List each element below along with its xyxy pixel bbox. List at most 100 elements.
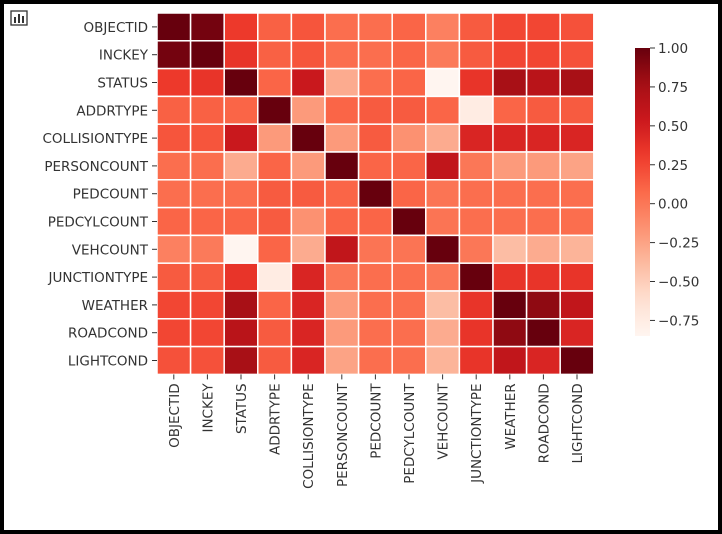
heatmap-cell — [257, 67, 293, 98]
heatmap-cell — [492, 95, 528, 125]
heatmap-cell — [357, 40, 393, 70]
y-tick-label: ROADCOND — [68, 326, 148, 342]
heatmap-cell — [391, 318, 427, 348]
heatmap-cell — [189, 206, 225, 237]
y-tick-label: WEATHER — [82, 298, 148, 314]
heatmap-cell — [559, 290, 595, 320]
heatmap-cell — [559, 179, 595, 209]
heatmap-cell — [257, 345, 293, 376]
heatmap-cell — [189, 290, 225, 320]
heatmap-cell — [559, 318, 595, 348]
heatmap-cell — [324, 318, 360, 348]
heatmap-cell — [458, 95, 494, 125]
heatmap-cell — [290, 123, 326, 153]
heatmap-cell — [189, 262, 225, 292]
y-tick-label: LIGHTCOND — [68, 354, 148, 370]
y-tick-label: JUNCTIONTYPE — [47, 270, 148, 286]
heatmap-cell — [525, 318, 561, 348]
heatmap-cell — [257, 95, 293, 125]
heatmap-cell — [492, 12, 528, 42]
heatmap-cell — [324, 123, 360, 153]
heatmap-cell — [290, 290, 326, 320]
heatmap-cell — [525, 206, 561, 237]
heatmap-cell — [425, 318, 461, 348]
heatmap-cell — [391, 234, 427, 264]
heatmap-cell — [357, 206, 393, 237]
heatmap-cell — [492, 234, 528, 264]
heatmap-cell — [458, 123, 494, 153]
colorbar-tick-label: −0.75 — [658, 313, 699, 329]
heatmap-cell — [391, 12, 427, 42]
colorbar-tick-label: −0.25 — [658, 236, 699, 252]
heatmap-cell — [492, 151, 528, 181]
heatmap-cells — [156, 12, 595, 376]
heatmap-cell — [156, 234, 192, 264]
heatmap-cell — [324, 40, 360, 70]
heatmap-cell — [223, 151, 259, 181]
heatmap-cell — [357, 262, 393, 292]
heatmap-cell — [425, 123, 461, 153]
heatmap-cell — [223, 95, 259, 125]
heatmap-cell — [458, 206, 494, 237]
heatmap-cell — [189, 179, 225, 209]
heatmap-cell — [559, 12, 595, 42]
heatmap-chart: OBJECTID INCKEY STATUS ADDRTYPE COLLISIONTYP… — [42, 12, 699, 489]
heatmap-cell — [223, 40, 259, 70]
heatmap-cell — [525, 95, 561, 125]
heatmap-cell — [559, 123, 595, 153]
heatmap-cell — [525, 262, 561, 292]
heatmap-cell — [357, 123, 393, 153]
heatmap-cell — [257, 123, 293, 153]
y-tick-label: INCKEY — [99, 48, 149, 64]
heatmap-cell — [525, 179, 561, 209]
heatmap-cell — [391, 67, 427, 98]
x-tick-label: STATUS — [234, 383, 250, 434]
heatmap-cell — [324, 290, 360, 320]
x-tick-label: PEDCYLCOUNT — [402, 383, 418, 484]
heatmap-cell — [257, 206, 293, 237]
heatmap-cell — [357, 290, 393, 320]
heatmap-cell — [290, 95, 326, 125]
heatmap-cell — [525, 290, 561, 320]
bar-chart-icon[interactable] — [10, 10, 28, 26]
heatmap-cell — [525, 12, 561, 42]
x-tick-label: ROADCOND — [536, 383, 552, 463]
heatmap-cell — [559, 40, 595, 70]
heatmap-cell — [391, 40, 427, 70]
heatmap-cell — [525, 40, 561, 70]
heatmap-cell — [391, 95, 427, 125]
y-tick-label: PEDCYLCOUNT — [48, 215, 149, 231]
heatmap-cell — [257, 179, 293, 209]
y-tick-label: STATUS — [97, 76, 148, 92]
heatmap-cell — [189, 234, 225, 264]
y-tick-label: PEDCOUNT — [73, 187, 149, 203]
heatmap-cell — [525, 67, 561, 98]
heatmap-cell — [290, 67, 326, 98]
heatmap-cell — [324, 179, 360, 209]
colorbar — [635, 48, 650, 336]
heatmap-cell — [257, 290, 293, 320]
heatmap-cell — [391, 206, 427, 237]
heatmap-cell — [559, 234, 595, 264]
heatmap-cell — [324, 12, 360, 42]
heatmap-cell — [525, 123, 561, 153]
heatmap-cell — [257, 262, 293, 292]
heatmap-cell — [324, 67, 360, 98]
colorbar-tick-label: 0.50 — [658, 119, 688, 135]
heatmap-cell — [290, 12, 326, 42]
heatmap-cell — [257, 12, 293, 42]
heatmap-cell — [458, 67, 494, 98]
heatmap-cell — [156, 290, 192, 320]
heatmap-cell — [458, 179, 494, 209]
heatmap-cell — [357, 95, 393, 125]
heatmap-cell — [425, 262, 461, 292]
heatmap-cell — [189, 67, 225, 98]
heatmap-cell — [357, 151, 393, 181]
heatmap-cell — [290, 206, 326, 237]
heatmap-cell — [559, 95, 595, 125]
heatmap-cell — [458, 234, 494, 264]
heatmap-cell — [425, 179, 461, 209]
x-tick-label: VEHCOUNT — [436, 383, 452, 460]
heatmap-cell — [458, 318, 494, 348]
heatmap-cell — [223, 345, 259, 376]
